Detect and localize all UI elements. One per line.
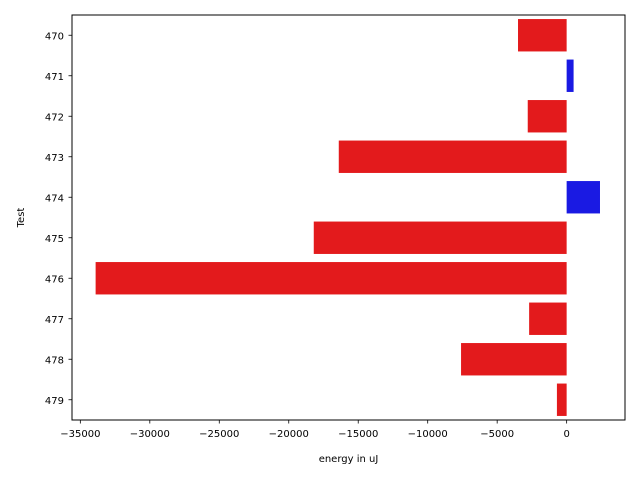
plot-frame bbox=[71, 14, 626, 421]
y-tick-label: 473 bbox=[45, 153, 64, 164]
bar-476 bbox=[95, 262, 567, 295]
x-tick-label: 0 bbox=[563, 429, 569, 440]
bars-group bbox=[95, 19, 600, 416]
x-tick-label: −5000 bbox=[480, 429, 514, 440]
y-tick-label: 472 bbox=[45, 112, 64, 123]
x-tick-label: −10000 bbox=[408, 429, 448, 440]
y-tick-label: 476 bbox=[45, 274, 64, 285]
y-tick-label: 471 bbox=[45, 72, 64, 83]
bar-478 bbox=[461, 343, 567, 376]
x-tick-label: −20000 bbox=[269, 429, 309, 440]
y-tick-label: 475 bbox=[45, 234, 64, 245]
x-tick-label: −35000 bbox=[60, 429, 100, 440]
bar-470 bbox=[518, 19, 567, 52]
x-tick-label: −25000 bbox=[199, 429, 239, 440]
x-axis-ticks: −35000 −30000 −25000 −20000 −15000 −10000 −500… bbox=[60, 420, 570, 440]
y-tick-label: 477 bbox=[45, 315, 64, 326]
bar-475 bbox=[313, 221, 567, 254]
y-tick-label: 479 bbox=[45, 396, 64, 407]
x-axis-label: energy in uJ bbox=[319, 454, 379, 465]
bar-479 bbox=[556, 383, 567, 416]
bar-477 bbox=[529, 302, 567, 335]
bar-471 bbox=[566, 59, 574, 92]
y-tick-label: 474 bbox=[45, 193, 64, 204]
y-tick-label: 470 bbox=[45, 31, 64, 42]
bar-474 bbox=[566, 181, 600, 214]
y-tick-label: 478 bbox=[45, 355, 64, 366]
y-axis-label: Test bbox=[16, 208, 27, 229]
bar-472 bbox=[527, 100, 567, 133]
bar-473 bbox=[338, 140, 567, 173]
x-tick-label: −30000 bbox=[130, 429, 170, 440]
x-tick-label: −15000 bbox=[338, 429, 378, 440]
y-axis-ticks: 470 471 472 473 474 475 476 477 478 479 bbox=[45, 31, 72, 407]
